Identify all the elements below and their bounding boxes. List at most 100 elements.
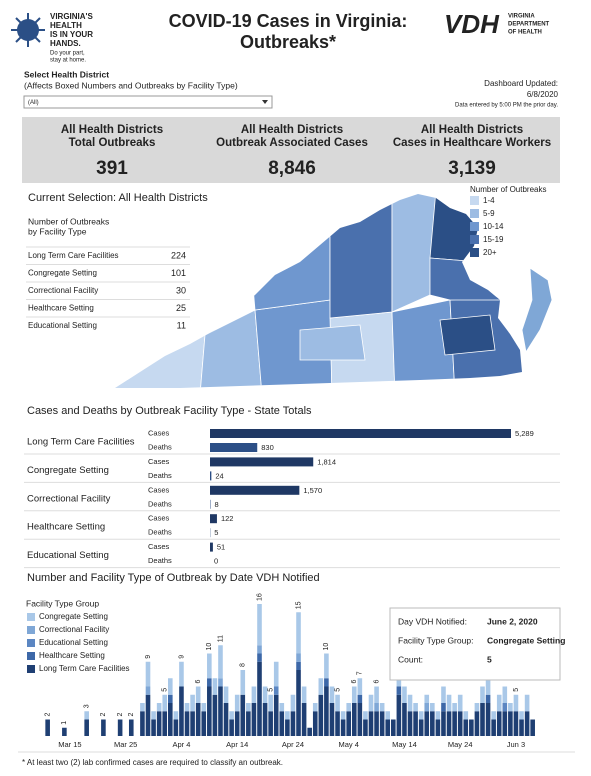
bar-segment (162, 694, 168, 712)
bar-segment (485, 678, 491, 695)
updated-label: Dashboard Updated: (484, 79, 558, 88)
bar-segment (179, 661, 184, 687)
bar-segment (312, 711, 318, 736)
logo-tagline: stay at home. (50, 58, 86, 64)
bar-segment (441, 703, 446, 712)
bar-segment (234, 711, 240, 736)
bar-segment (151, 719, 156, 736)
value-label: 51 (217, 543, 225, 552)
bar-segment (296, 670, 301, 736)
logo-tagline: Do your part, (50, 51, 85, 57)
bar-segment (357, 703, 363, 736)
bar-segment (140, 703, 145, 712)
bar-segment (463, 719, 469, 736)
legend-title: Facility Type Group (26, 598, 99, 608)
map-region (299, 324, 366, 361)
table-cell: Educational Setting (28, 321, 97, 330)
series-label: Cases (148, 428, 170, 437)
bar-segment (257, 661, 262, 736)
map-region (391, 299, 456, 388)
bar-segment (485, 703, 491, 736)
category-label: Long Term Care Facilities (27, 437, 135, 448)
bar-segment (240, 694, 246, 736)
bar-segment (457, 694, 463, 712)
bar-segment (173, 711, 179, 720)
bar-segment (418, 719, 424, 736)
bar-segment (184, 703, 190, 712)
tooltip-value: June 2, 2020 (487, 616, 538, 626)
bar-segment (480, 703, 485, 736)
bar-segment (162, 711, 168, 736)
bar-segment (201, 703, 207, 712)
bar-segment (218, 678, 223, 687)
bar-segment (296, 661, 301, 670)
x-tick-label: Apr 4 (172, 740, 190, 749)
series-label: Cases (148, 514, 170, 523)
dropdown-arrow[interactable] (262, 100, 268, 104)
bar-segment (145, 686, 151, 695)
bar-segment (396, 686, 402, 695)
bar-segment (285, 719, 290, 736)
bar-segment (524, 694, 530, 712)
bar-segment (469, 719, 474, 736)
filter-label: Select Health District (24, 69, 109, 79)
total-label: 10 (206, 643, 213, 651)
dropdown-box[interactable] (23, 95, 273, 109)
legend-label: 5-9 (483, 209, 495, 218)
bar-segment (485, 694, 491, 703)
kpi-value: 391 (96, 158, 128, 179)
bar-segment (257, 653, 262, 662)
map (115, 194, 522, 388)
cases-deaths-chart: Cases and Deaths by Outbreak Facility Ty… (24, 405, 560, 569)
legend-swatch (470, 248, 479, 257)
bar-segment (212, 678, 218, 695)
bar-segment (519, 711, 524, 720)
tooltip-box (389, 607, 561, 681)
bar-segment (351, 703, 357, 736)
bar-segment (45, 719, 50, 736)
map-region (115, 329, 206, 388)
table-cell: 101 (171, 268, 186, 278)
page-title: COVID-19 Cases in Virginia: (169, 11, 408, 31)
bar-segment (84, 719, 89, 736)
map-region (429, 257, 501, 301)
value-label: 5 (214, 528, 218, 537)
bar-segment (329, 703, 335, 736)
selection-title: Current Selection: All Health Districts (28, 192, 208, 204)
bar-segment (296, 612, 301, 654)
table-cell: Long Term Care Facilities (28, 251, 119, 260)
bar-segment (156, 711, 162, 736)
bar-segment (246, 711, 251, 736)
kpi-label: All Health Districts (421, 124, 523, 136)
bar-segment (441, 686, 446, 703)
total-label: 5 (267, 688, 274, 692)
vdh-logo: VDH VIRGINIA DEPARTMENT OF HEALTH (444, 9, 550, 39)
page-title: Outbreaks* (240, 32, 336, 52)
bar-segment (385, 711, 391, 720)
kpi-label: Total Outbreaks (69, 137, 156, 149)
bar-segment (290, 694, 296, 712)
bar-segment (128, 719, 134, 736)
total-label: 10 (323, 643, 330, 651)
kpi-label: All Health Districts (241, 124, 343, 136)
map-region (249, 224, 331, 311)
bar-segment (223, 703, 229, 736)
tooltip-value: 5 (487, 654, 492, 664)
district-dropdown[interactable]: (All) (23, 95, 273, 109)
legend-swatch (470, 209, 479, 218)
kpi-group: All Health Districts Total Outbreaks 391 Al… (61, 124, 551, 179)
legend-swatch (27, 652, 35, 660)
bar-segment (446, 694, 452, 712)
total-label: 9 (178, 655, 185, 659)
bar (210, 429, 511, 438)
bar-segment (279, 711, 285, 736)
legend-label: 15-19 (483, 235, 504, 244)
logo-text: IS IN YOUR (50, 30, 93, 39)
dropdown-value[interactable]: (All) (28, 100, 39, 106)
bar-segment (530, 719, 535, 736)
bar-segment (301, 703, 307, 736)
value-label: 830 (261, 443, 274, 452)
x-tick-label: Mar 15 (58, 740, 81, 749)
bar-segment (279, 703, 285, 712)
